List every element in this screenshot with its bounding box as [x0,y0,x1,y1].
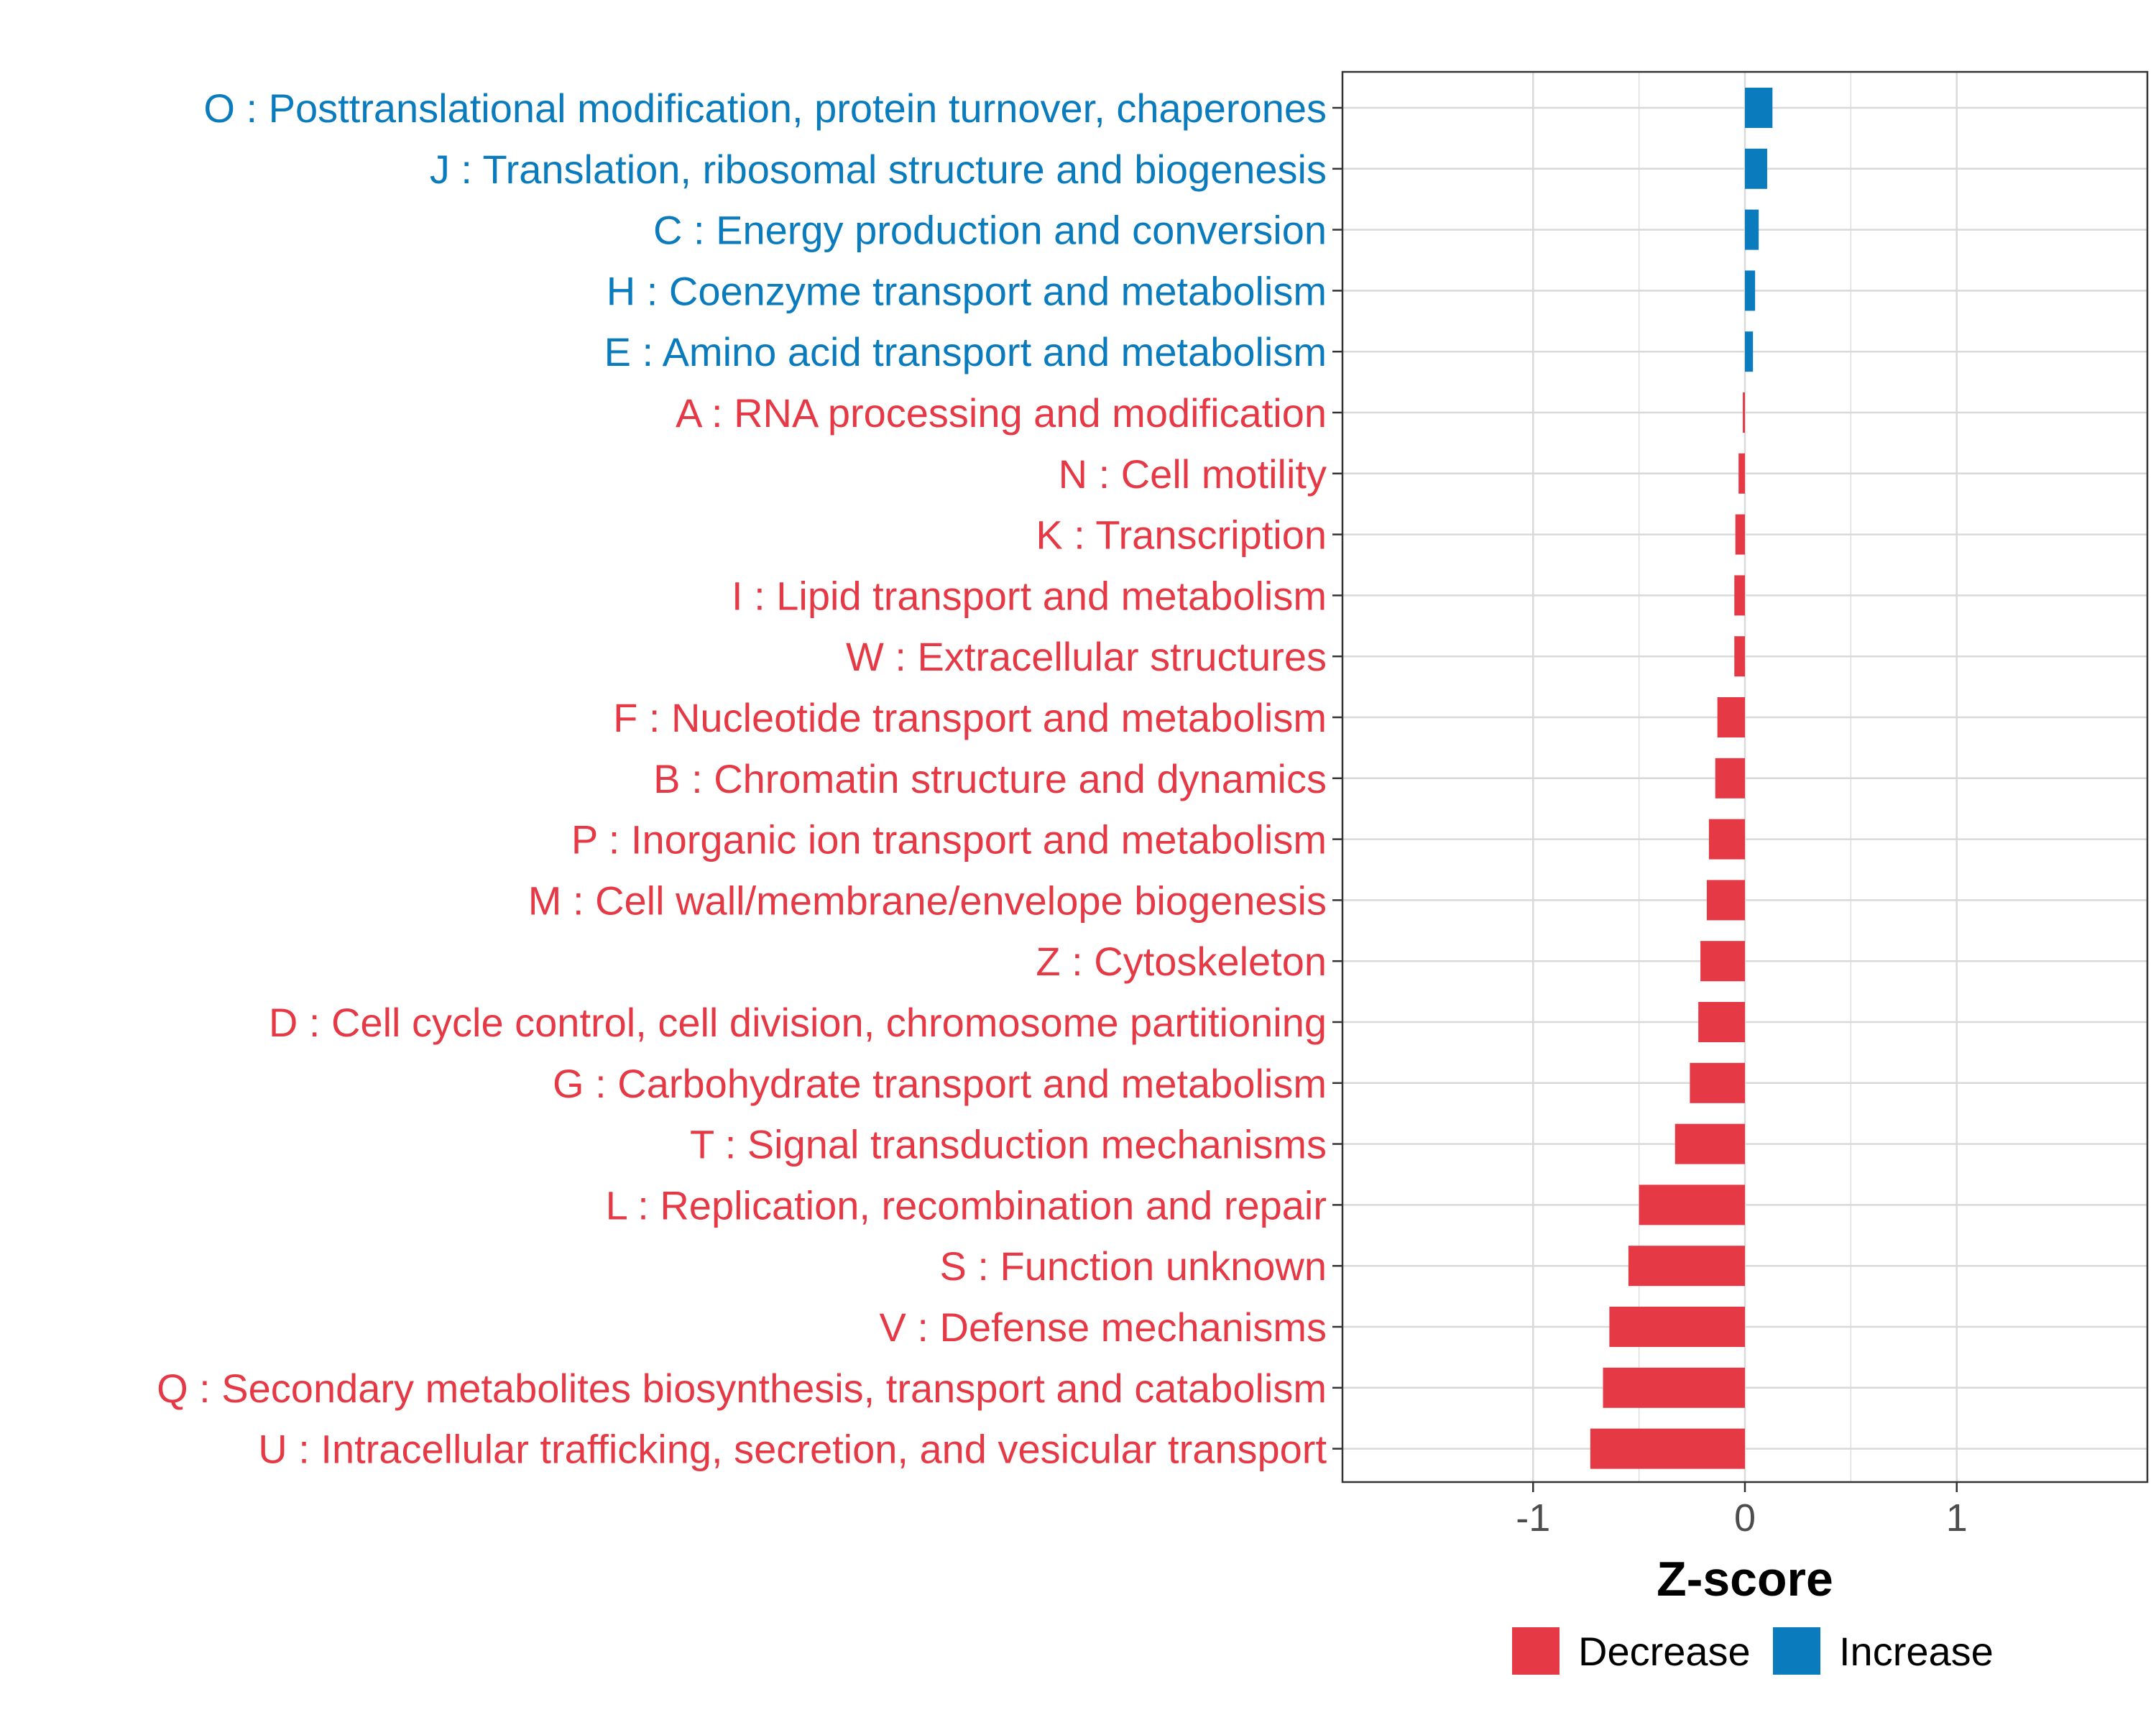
category-label: J : Translation, ribosomal structure and… [430,147,1327,192]
bar-increase [1745,331,1754,372]
bar-decrease [1708,819,1745,860]
category-label: G : Carbohydrate transport and metabolis… [553,1061,1327,1106]
bar-decrease [1715,758,1745,799]
bar-decrease [1738,453,1745,494]
bar-decrease [1717,697,1745,737]
legend-swatch-decrease [1512,1627,1560,1675]
category-label: D : Cell cycle control, cell division, c… [269,1000,1327,1045]
category-label: P : Inorganic ion transport and metaboli… [571,817,1327,862]
category-label: N : Cell motility [1059,451,1327,497]
category-label: S : Function unknown [939,1243,1327,1289]
bar-increase [1745,270,1756,311]
y-axis-ticks [1332,106,1342,1450]
category-label: U : Intracellular trafficking, secretion… [258,1427,1327,1472]
category-label: C : Energy production and conversion [653,208,1327,253]
x-tick-label: -1 [1516,1496,1550,1540]
bar-decrease [1734,575,1745,616]
category-label: M : Cell wall/membrane/envelope biogenes… [528,878,1327,923]
bar-decrease [1674,1123,1745,1164]
x-axis-ticks: -1 0 1 [1516,1482,1968,1540]
category-label: L : Replication, recombination and repai… [606,1182,1327,1228]
category-label: H : Coenzyme transport and metabolism [607,268,1327,313]
bar-decrease [1735,514,1745,555]
category-label: V : Defense mechanisms [880,1305,1327,1350]
category-label: E : Amino acid transport and metabolism [604,329,1327,374]
bar-decrease [1639,1184,1745,1225]
category-label: W : Extracellular structures [846,634,1327,679]
category-label: A : RNA processing and modification [676,390,1327,436]
x-tick-label: 1 [1946,1496,1968,1540]
bar-increase [1745,148,1767,189]
bar-decrease [1603,1367,1745,1408]
category-labels: O : Posttranslational modification, prot… [157,86,1327,1472]
category-label: Q : Secondary metabolites biosynthesis, … [157,1366,1327,1411]
bar-decrease [1609,1307,1745,1347]
bar-decrease [1700,941,1745,982]
bar-increase [1745,209,1759,250]
legend-swatch-increase [1773,1627,1820,1675]
bar-decrease [1690,1062,1745,1103]
bars [1590,88,1773,1469]
bar-decrease [1590,1428,1745,1469]
legend-label-decrease: Decrease [1578,1629,1751,1674]
category-label: B : Chromatin structure and dynamics [653,756,1327,801]
category-label: O : Posttranslational modification, prot… [203,86,1327,131]
bar-increase [1745,88,1773,128]
bar-decrease [1628,1246,1745,1287]
category-label: T : Signal transduction mechanisms [690,1122,1327,1167]
x-axis-title: Z-score [1657,1552,1833,1606]
bar-decrease [1706,880,1745,921]
bar-decrease [1698,1002,1745,1042]
legend: Decrease Increase [1512,1627,1994,1675]
category-label: I : Lipid transport and metabolism [732,573,1327,618]
bar-decrease [1734,636,1745,677]
category-label: K : Transcription [1036,512,1327,558]
category-label: F : Nucleotide transport and metabolism [613,695,1327,740]
bar-decrease [1743,392,1745,433]
legend-label-increase: Increase [1839,1629,1994,1674]
x-tick-label: 0 [1734,1496,1756,1540]
category-label: Z : Cytoskeleton [1036,939,1327,984]
